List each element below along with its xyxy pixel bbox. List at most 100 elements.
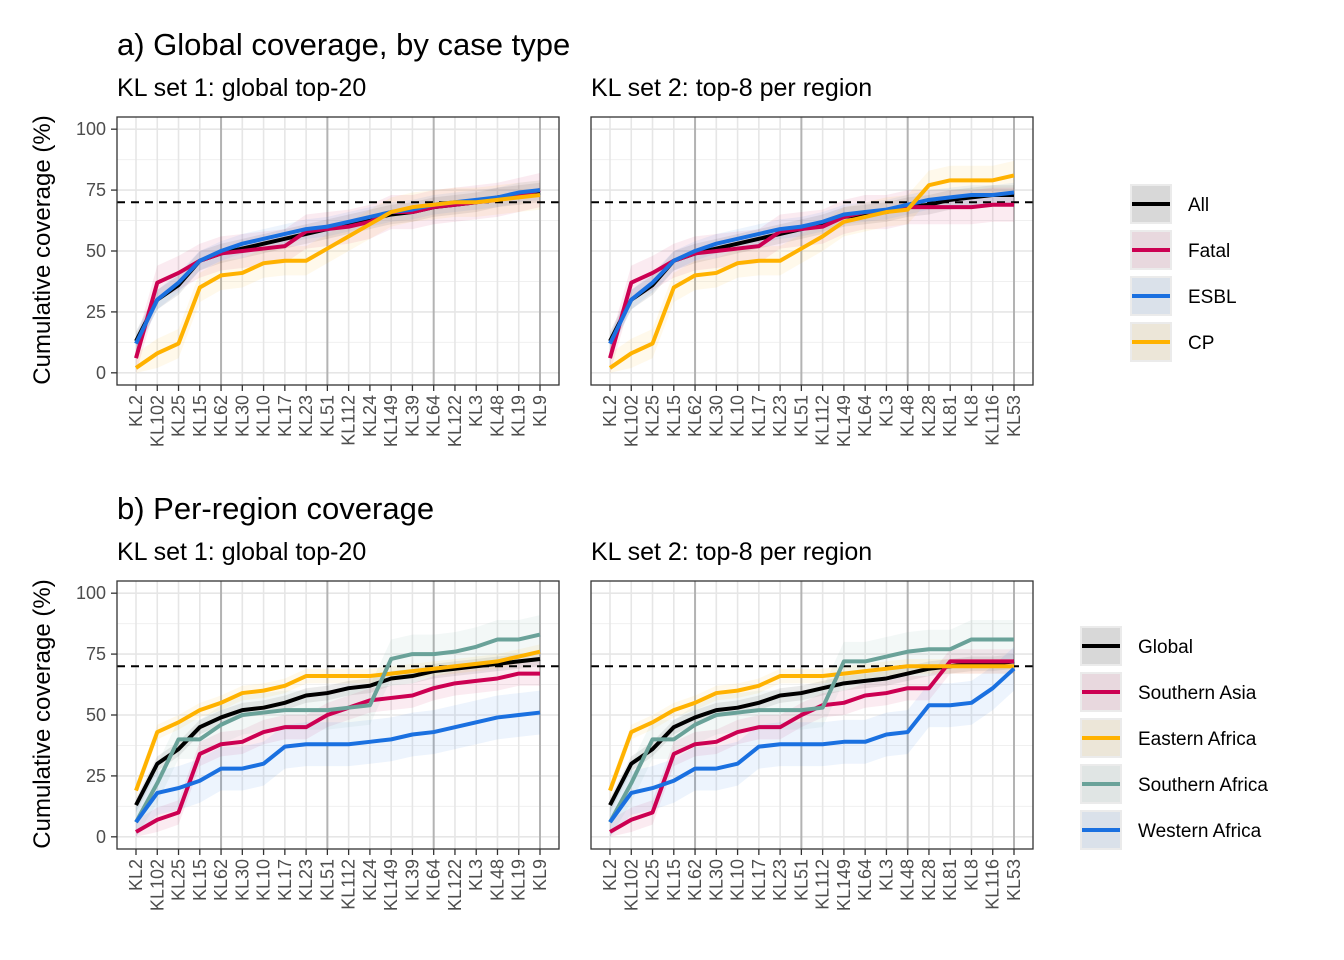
x-tick-label: KL24 [360,859,380,901]
x-tick-label: KL81 [940,859,960,901]
x-tick-label: KL48 [487,859,507,901]
x-tick-label: KL112 [339,859,359,910]
x-tick-label: KL25 [169,395,189,437]
row-b-title: b) Per-region coverage [117,491,434,526]
x-tick-label: KL19 [509,395,529,437]
legend-label: Western Africa [1138,821,1262,842]
x-tick-label: KL39 [402,395,422,437]
ribbon-global [610,654,1014,813]
series-line-southern-asia [135,671,540,834]
legend-label: ESBL [1188,287,1237,308]
series-line-western-africa [134,710,541,824]
x-tick-label: KL51 [317,859,337,901]
y-tick-label: 25 [86,766,106,786]
series-line-global [134,656,541,807]
y-tick-label: 50 [86,705,106,725]
x-tick-label: KL28 [919,859,939,901]
x-tick-label: KL19 [509,859,529,901]
legend-item: Southern Africa [1080,764,1268,804]
series-line-cp [608,173,1015,370]
x-tick-label: KL2 [126,859,146,891]
y-tick-label: 100 [76,119,106,139]
y-axis-label-a: Cumulative coverage (%) [29,115,56,384]
x-tick-label: KL51 [791,859,811,901]
x-tick-label: KL51 [317,395,337,437]
panel-title: KL set 2: top-8 per region [591,74,872,102]
x-tick-label: KL25 [169,859,189,901]
x-tick-label: KL62 [211,859,231,901]
y-tick-label: 100 [76,583,106,603]
x-tick-label: KL3 [466,859,486,891]
x-tick-label: KL10 [728,395,748,437]
y-tick-label: 0 [96,827,106,847]
x-tick-label: KL30 [706,395,726,437]
x-tick-label: KL112 [813,395,833,446]
row-a-title: a) Global coverage, by case type [117,27,570,62]
x-tick-label: KL39 [402,859,422,901]
ribbon-cp [610,160,1014,373]
legend-label: Southern Asia [1138,683,1257,704]
panel-border [590,580,1034,850]
x-tick-label: KL3 [876,859,896,891]
x-tick-label: KL51 [791,395,811,437]
legend-label: CP [1188,333,1214,354]
legend-region: Global Southern Asia Eastern Africa Souther… [1080,626,1268,850]
legend-case-type: All Fatal ESBL CP [1130,184,1237,362]
x-tick-label: KL3 [466,395,486,427]
ribbon-fatal [136,173,540,373]
series-line-southern-africa [608,637,1014,824]
panel-title: KL set 2: top-8 per region [591,538,872,566]
ribbon-esbl [610,182,1014,354]
x-tick-label: KL30 [706,859,726,901]
legend-item: Global [1080,626,1193,666]
y-tick-label: 75 [86,180,106,200]
series-line-esbl [134,188,541,345]
x-tick-label: KL2 [600,859,620,891]
x-tick-label: KL9 [530,395,550,427]
x-tick-label: KL64 [855,859,875,901]
x-tick-label: KL15 [190,395,210,437]
legend-item: ESBL [1130,276,1237,316]
x-tick-label: KL62 [685,859,705,901]
x-tick-label: KL23 [296,395,316,437]
x-tick-label: KL149 [381,859,401,911]
x-tick-label: KL116 [983,859,1003,910]
panel-title: KL set 1: global top-20 [117,538,366,566]
legend-item: Fatal [1130,230,1230,270]
x-tick-label: KL17 [275,859,295,901]
series-line-eastern-africa [608,664,1014,792]
x-tick-label: KL8 [961,859,981,891]
x-tick-label: KL2 [126,395,146,427]
x-tick-label: KL30 [232,395,252,437]
x-tick-label: KL122 [445,859,465,911]
x-tick-label: KL102 [147,859,167,911]
panel-title: KL set 1: global top-20 [117,74,366,102]
x-tick-label: KL102 [147,395,167,447]
x-tick-label: KL112 [339,395,359,446]
x-tick-label: KL48 [898,859,918,901]
ribbon-western-africa [610,646,1014,837]
ribbon-western-africa [136,690,540,837]
x-tick-label: KL15 [664,859,684,901]
legend-item: Eastern Africa [1080,718,1257,758]
x-tick-label: KL112 [813,859,833,910]
legend-item: All [1130,184,1209,224]
x-tick-label: KL81 [940,395,960,437]
y-tick-label: 50 [86,241,106,261]
x-tick-label: KL102 [621,859,641,911]
x-tick-label: KL53 [1004,859,1024,901]
x-tick-label: KL102 [621,395,641,447]
legend-label: Fatal [1188,241,1230,262]
x-tick-label: KL8 [961,395,981,427]
legend-item: Southern Asia [1080,672,1257,712]
x-tick-label: KL10 [254,395,274,437]
x-tick-label: KL9 [530,859,550,891]
x-tick-label: KL62 [211,395,231,437]
panel-border [590,116,1034,386]
x-tick-label: KL62 [685,395,705,437]
